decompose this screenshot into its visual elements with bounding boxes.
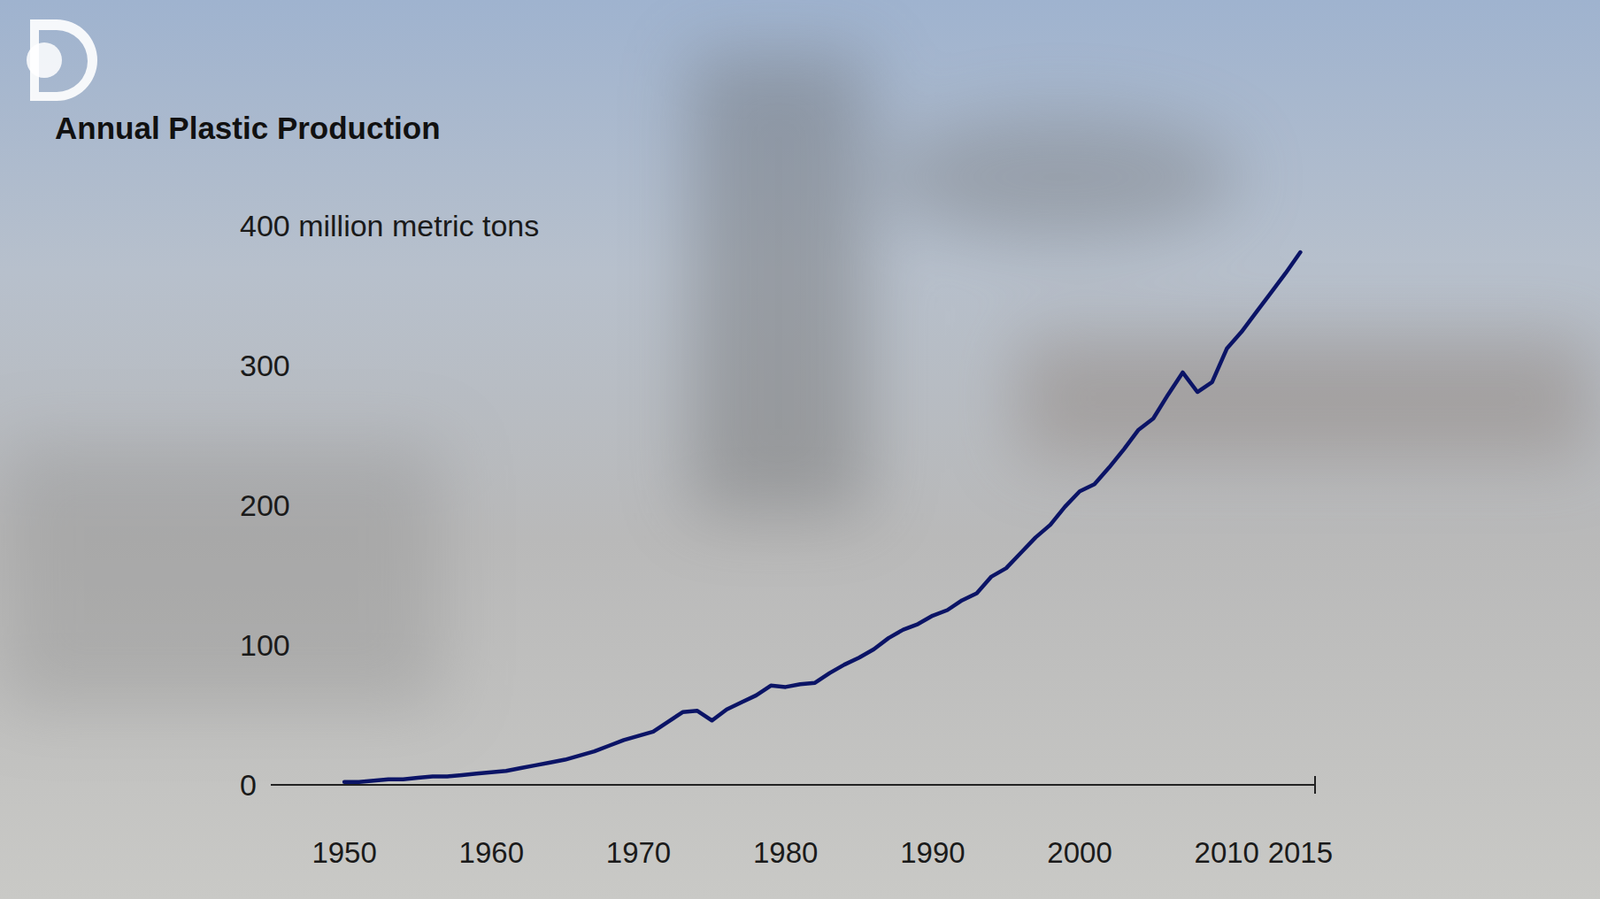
x-tick-label: 2000	[1046, 836, 1112, 870]
x-tick-label: 1960	[459, 836, 524, 870]
background	[0, 53, 1593, 708]
x-tick-label: 1990	[900, 836, 965, 870]
x-axis	[270, 784, 1316, 786]
y-tick-label: 100	[239, 628, 291, 662]
y-tick-label: 300	[239, 348, 291, 383]
y-tick-label: 400 million metric tons	[239, 208, 539, 243]
plot-area	[344, 252, 1300, 783]
x-tick-label: 1970	[606, 836, 671, 870]
logo	[26, 19, 98, 101]
x-axis-end	[1314, 776, 1316, 794]
data-line	[344, 252, 1300, 783]
title: Annual Plastic Production	[54, 110, 441, 146]
x-tick-label: 1980	[753, 836, 818, 870]
x-tick-label: 2015	[1268, 836, 1333, 870]
x-tick-label: 1950	[311, 836, 377, 870]
y-tick-label: 200	[239, 488, 291, 523]
y-tick-label: 0	[239, 768, 257, 802]
chart: Annual Plastic Production 0 100 200 300 400 m…	[0, 0, 1600, 899]
x-tick-label: 2010	[1194, 836, 1260, 870]
